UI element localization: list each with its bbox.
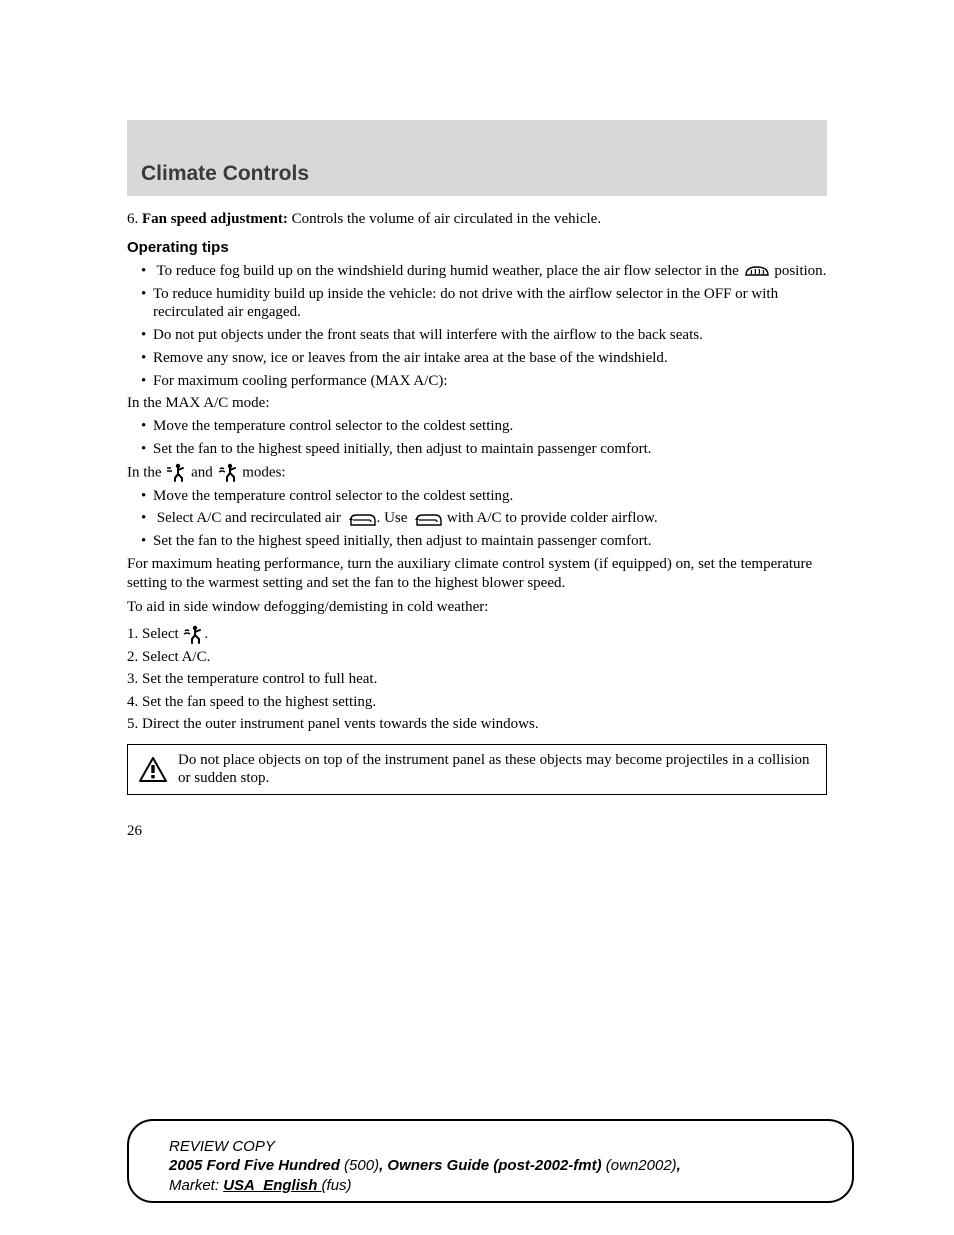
footer-line-1: REVIEW COPY — [169, 1137, 842, 1157]
bullet-3-2: Select A/C and recirculated air . Use wi… — [127, 509, 827, 528]
panel-floor-icon — [182, 624, 204, 644]
modes-intro: In the and modes: — [127, 463, 827, 483]
footer-line-3: Market: USA_English (fus) — [169, 1176, 842, 1196]
bullet-2-2: Set the fan to the highest speed initial… — [127, 440, 827, 459]
page-number: 26 — [127, 823, 827, 840]
bullet-1: To reduce fog build up on the windshield… — [127, 262, 827, 281]
heating-para: For maximum heating performance, turn th… — [127, 555, 827, 593]
bullet-3-3: Set the fan to the highest speed initial… — [127, 532, 827, 551]
page-content: Climate Controls 6. Fan speed adjustment… — [0, 0, 954, 840]
panel-icon — [165, 462, 187, 482]
footer-box: REVIEW COPY 2005 Ford Five Hundred (500)… — [127, 1119, 854, 1204]
max-ac-intro: In the MAX A/C mode: — [127, 394, 827, 413]
step-3: Set the temperature control to full heat… — [127, 668, 827, 691]
bullet-5: For maximum cooling performance (MAX A/C… — [127, 372, 827, 391]
operating-tips-heading: Operating tips — [127, 239, 827, 256]
recirc-icon — [411, 509, 443, 527]
footer-line-2: 2005 Ford Five Hundred (500), Owners Gui… — [169, 1156, 842, 1176]
defog-steps: Select . Select A/C. Set the temperature… — [127, 623, 827, 736]
section-title: Climate Controls — [141, 162, 827, 186]
bullet-3: Do not put objects under the front seats… — [127, 326, 827, 345]
item-6-label: Fan speed adjustment: — [142, 211, 288, 227]
step-5: Direct the outer instrument panel vents … — [127, 713, 827, 736]
recirc-icon — [345, 509, 377, 527]
section-header-bar: Climate Controls — [127, 120, 827, 196]
defog-intro: To aid in side window defogging/demistin… — [127, 598, 827, 617]
panel-floor-icon — [217, 462, 239, 482]
bullets-group-2: Move the temperature control selector to… — [127, 417, 827, 459]
bullet-2: To reduce humidity build up inside the v… — [127, 285, 827, 323]
item-6-num: 6. — [127, 211, 138, 227]
item-6-text: Controls the volume of air circulated in… — [292, 211, 602, 227]
bullet-2-1: Move the temperature control selector to… — [127, 417, 827, 436]
bullets-group-1: To reduce fog build up on the windshield… — [127, 262, 827, 391]
step-2: Select A/C. — [127, 646, 827, 669]
step-4: Set the fan speed to the highest setting… — [127, 691, 827, 714]
item-6: 6. Fan speed adjustment: Controls the vo… — [127, 210, 827, 229]
warning-text: Do not place objects on top of the instr… — [178, 751, 816, 789]
bullets-group-3: Move the temperature control selector to… — [127, 487, 827, 551]
warning-icon — [138, 756, 168, 783]
bullet-3-1: Move the temperature control selector to… — [127, 487, 827, 506]
bullet-4: Remove any snow, ice or leaves from the … — [127, 349, 827, 368]
defrost-icon — [743, 263, 771, 277]
warning-box: Do not place objects on top of the instr… — [127, 744, 827, 796]
step-1: Select . — [127, 623, 827, 646]
